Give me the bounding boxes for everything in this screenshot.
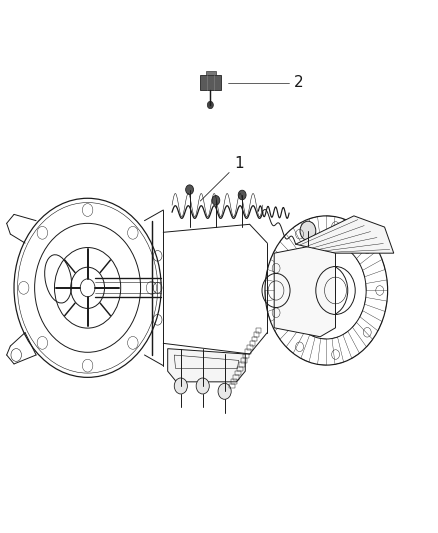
Polygon shape: [274, 244, 336, 337]
Bar: [245, 350, 251, 354]
Bar: [231, 379, 237, 384]
Bar: [254, 333, 259, 337]
Circle shape: [300, 221, 316, 240]
Bar: [200, 75, 221, 90]
Text: 1: 1: [200, 156, 244, 201]
Bar: [250, 341, 255, 345]
Circle shape: [196, 378, 209, 394]
Circle shape: [238, 190, 246, 200]
Bar: [235, 371, 241, 375]
Circle shape: [218, 383, 231, 399]
Polygon shape: [168, 349, 245, 382]
Bar: [244, 354, 249, 358]
Circle shape: [186, 185, 194, 195]
Bar: [247, 345, 253, 350]
Bar: [240, 362, 245, 367]
Polygon shape: [296, 216, 394, 253]
Bar: [256, 328, 261, 333]
Text: 2: 2: [293, 75, 303, 90]
Circle shape: [207, 101, 213, 109]
Bar: [237, 367, 243, 371]
Bar: [230, 384, 235, 388]
Bar: [233, 375, 239, 379]
Bar: [251, 337, 257, 341]
Circle shape: [174, 378, 187, 394]
Bar: [241, 358, 247, 362]
Bar: [206, 71, 215, 75]
Circle shape: [212, 196, 220, 205]
